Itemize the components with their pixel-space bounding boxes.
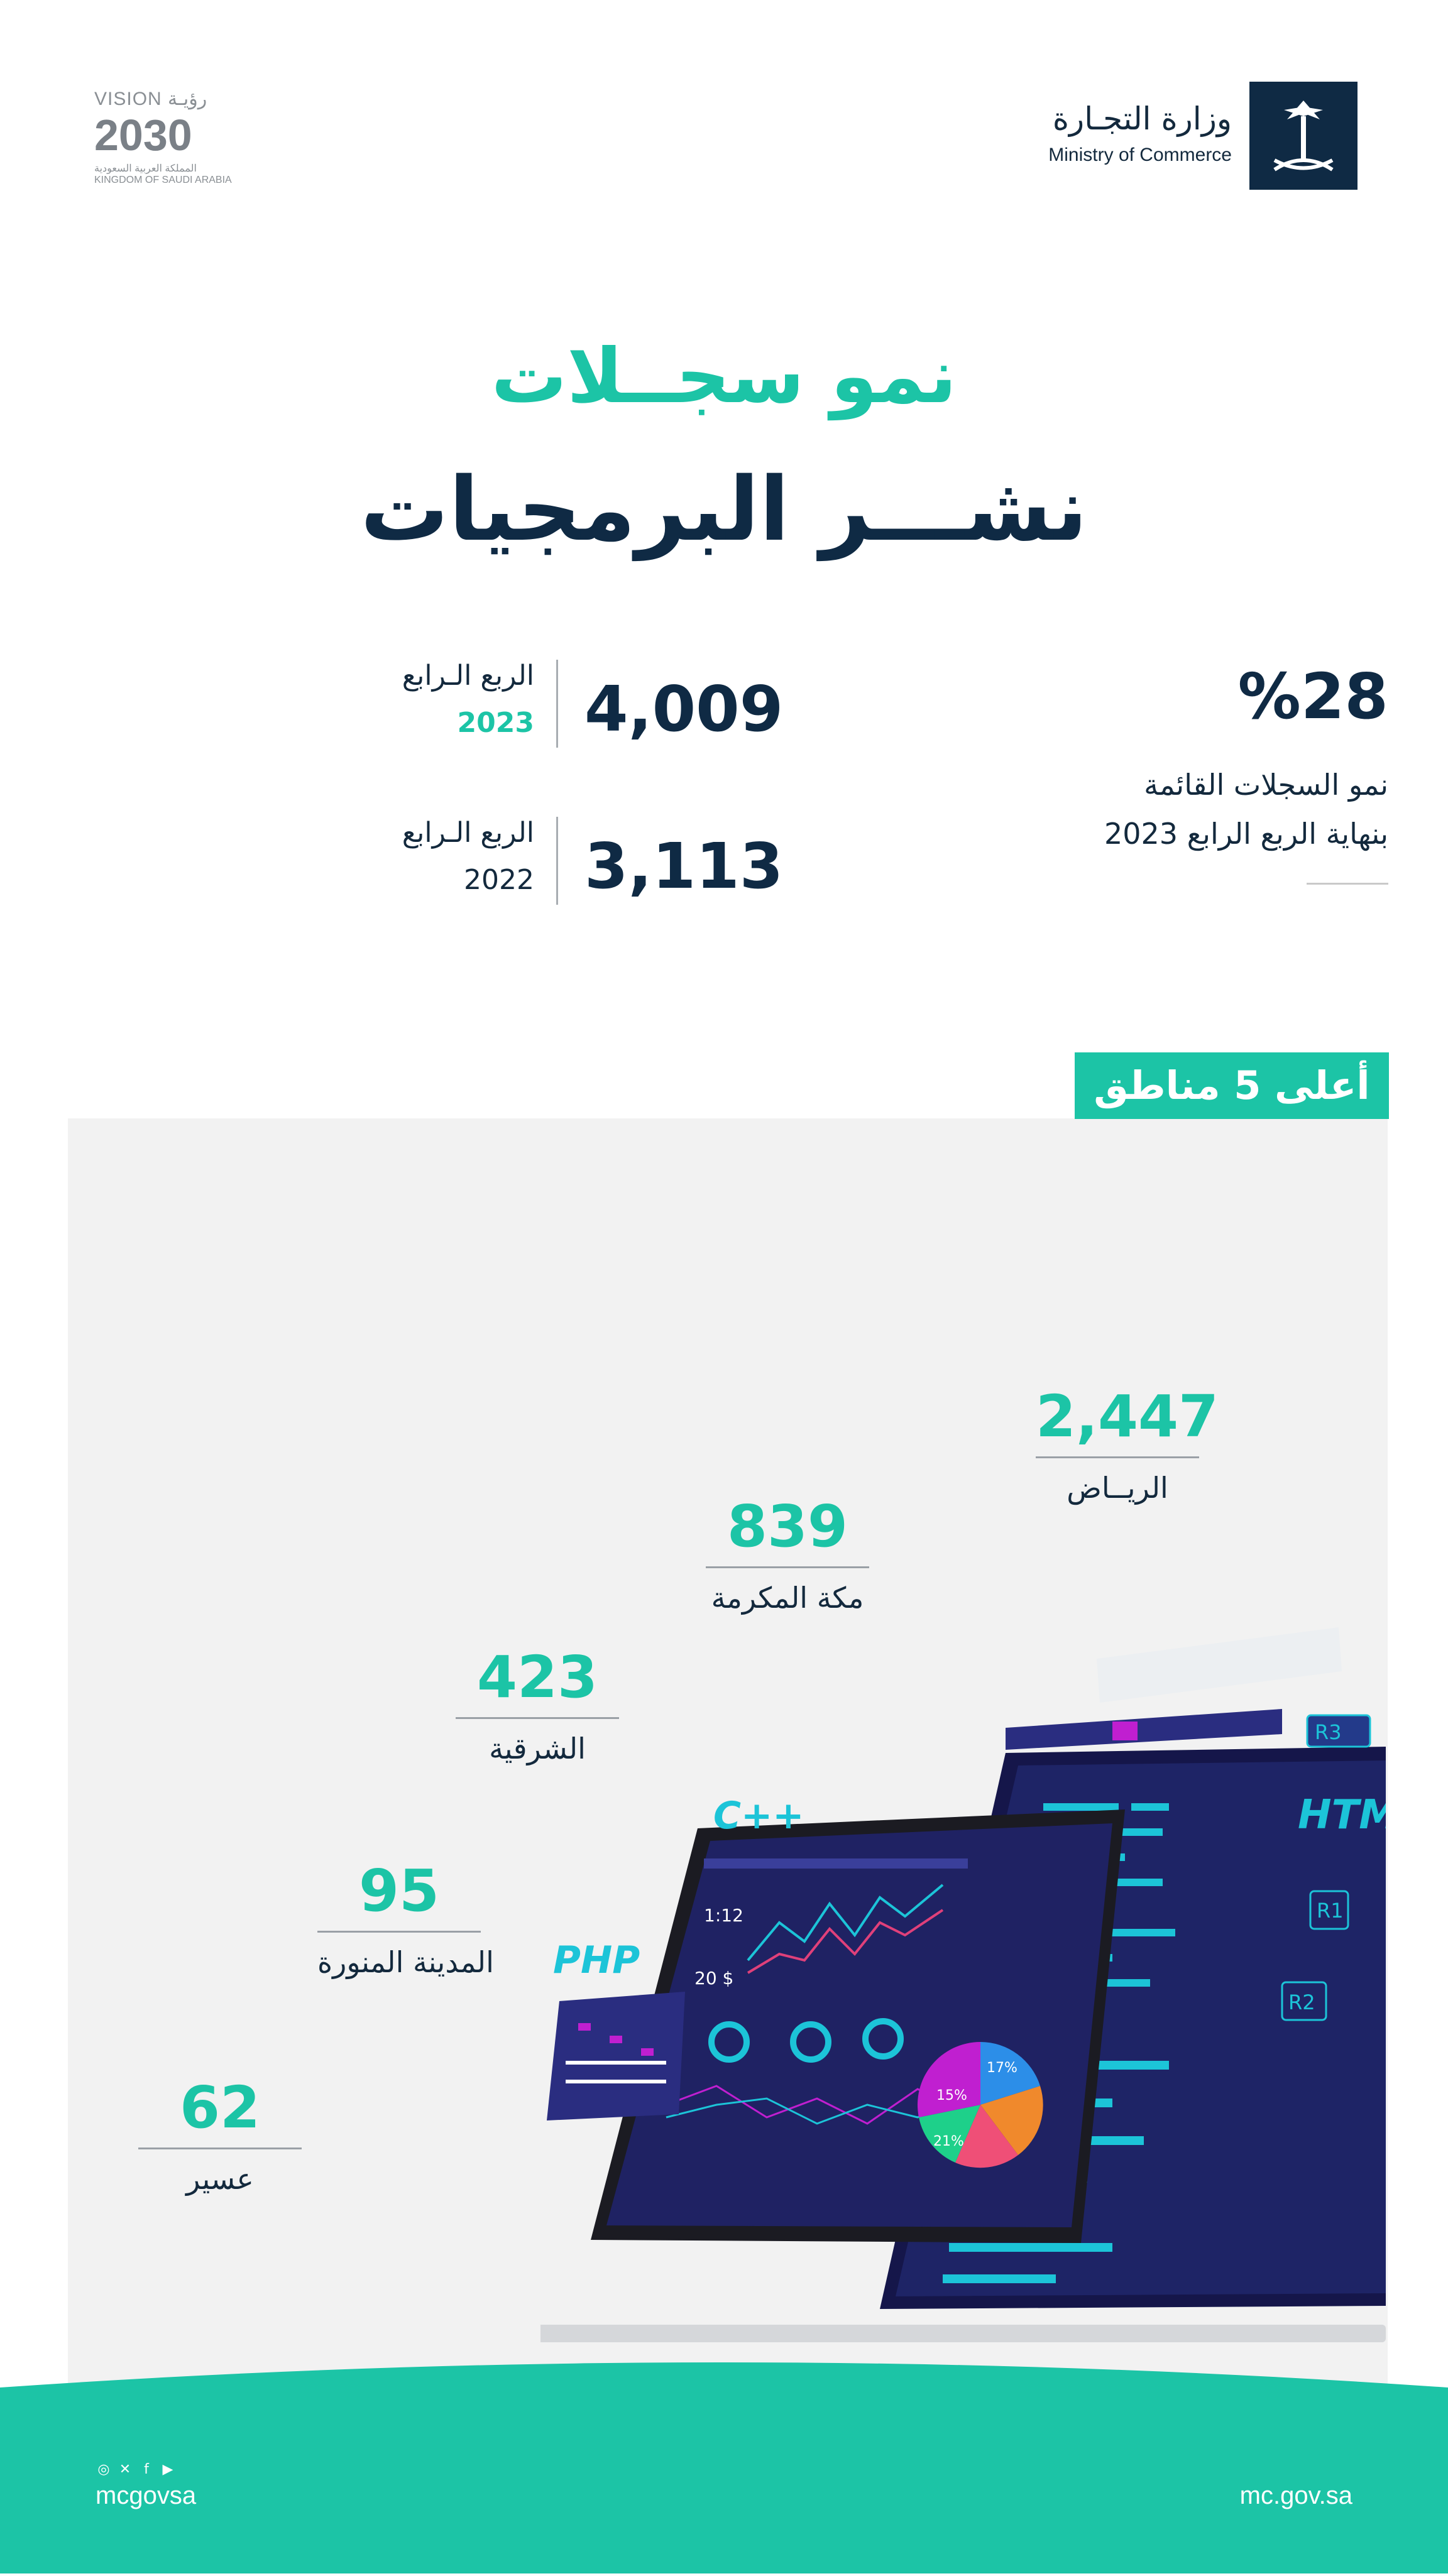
region-name: الريــاض bbox=[1067, 1471, 1168, 1505]
ministry-name-en: Ministry of Commerce bbox=[1048, 145, 1232, 165]
stat-value: 4,009 bbox=[584, 672, 784, 746]
growth-description: نمو السجلات القائمة بنهاية الربع الرابع … bbox=[948, 760, 1388, 858]
php-label: PHP bbox=[553, 1938, 640, 1982]
footer-wave bbox=[0, 2362, 1448, 2573]
region-riyadh: 2,447 الريــاض bbox=[1036, 1382, 1219, 1505]
growth-divider bbox=[1307, 883, 1388, 885]
region-value: 839 bbox=[727, 1493, 848, 1560]
page-title-line-2: نشـــر البرمجيات bbox=[360, 459, 1088, 561]
region-divider bbox=[1036, 1456, 1199, 1458]
growth-desc-line-2: بنهاية الربع الرابع 2023 bbox=[1104, 817, 1388, 851]
vision-2030-logo: VISION رؤيـة 2030 المملكة العربية السعود… bbox=[94, 88, 239, 185]
cpp-label: C++ bbox=[713, 1794, 804, 1838]
pie-label-15: 15% bbox=[936, 2088, 967, 2104]
stat-quarter: الربع الـرابع bbox=[402, 660, 534, 692]
growth-percent: %28 bbox=[1237, 660, 1388, 733]
region-value: 423 bbox=[476, 1644, 598, 1711]
ministry-name-ar: وزارة التجـارة bbox=[1052, 101, 1232, 137]
region-divider bbox=[456, 1717, 619, 1719]
vision-sub-ar: المملكة العربية السعودية bbox=[94, 163, 197, 174]
vision-subtitle: المملكة العربية السعودية KINGDOM OF SAUD… bbox=[94, 162, 232, 186]
region-value: 62 bbox=[179, 2074, 261, 2141]
laptop-tablet-illustration: HTML R1 R2 R3 1:12 20 $ bbox=[283, 1621, 1425, 2350]
facebook-icon[interactable]: f bbox=[144, 2462, 149, 2477]
region-name: مكة المكرمة bbox=[711, 1581, 864, 1615]
region-value: 2,447 bbox=[1036, 1383, 1219, 1450]
region-value: 95 bbox=[358, 1857, 440, 1924]
vision-sub-en: KINGDOM OF SAUDI ARABIA bbox=[94, 175, 232, 185]
stat-row-2023: الربع الـرابع 2023 4,009 bbox=[371, 660, 783, 748]
stat-value: 3,113 bbox=[584, 829, 784, 903]
stat-divider bbox=[556, 817, 558, 905]
page-title-line-1: نمو سجــلات bbox=[491, 333, 957, 420]
region-name: الشرقية bbox=[489, 1732, 586, 1766]
region-divider bbox=[706, 1566, 869, 1568]
pie-label-17: 17% bbox=[987, 2060, 1017, 2076]
region-asir: 62 عسير bbox=[138, 2073, 302, 2196]
region-makkah: 839 مكة المكرمة bbox=[706, 1492, 869, 1615]
website-link[interactable]: mc.gov.sa bbox=[1239, 2482, 1352, 2509]
region-madinah: 95 المدينة المنورة bbox=[317, 1857, 494, 1979]
r3-label: R3 bbox=[1315, 1720, 1342, 1744]
html-label: HTML bbox=[1298, 1792, 1386, 1838]
r1-label: R1 bbox=[1317, 1899, 1344, 1923]
region-name: المدينة المنورة bbox=[317, 1945, 494, 1979]
stat-year: 2022 bbox=[464, 864, 534, 896]
vision-year: 2030 bbox=[94, 111, 192, 160]
youtube-icon[interactable]: ▶ bbox=[162, 2462, 173, 2477]
ministry-logo: وزارة التجـارة Ministry of Commerce bbox=[1043, 82, 1358, 195]
region-divider bbox=[138, 2148, 302, 2149]
palm-swords-emblem-icon bbox=[1249, 82, 1358, 190]
stat-year: 2023 bbox=[457, 707, 534, 739]
growth-desc-line-1: نمو السجلات القائمة bbox=[1144, 768, 1388, 802]
regions-title: أعلى 5 مناطق bbox=[1075, 1052, 1389, 1119]
region-divider bbox=[317, 1931, 481, 1933]
vision-label: VISION رؤيـة bbox=[94, 89, 207, 109]
r2-label: R2 bbox=[1288, 1990, 1315, 2014]
region-name: عسير bbox=[186, 2162, 254, 2196]
instagram-icon[interactable]: ◎ bbox=[97, 2462, 110, 2477]
social-handle[interactable]: mcgovsa bbox=[96, 2482, 197, 2509]
tablet-time: 1:12 bbox=[704, 1905, 743, 1926]
pie-label-21: 21% bbox=[933, 2134, 964, 2149]
stat-quarter: الربع الـرابع bbox=[402, 817, 534, 849]
stat-divider bbox=[556, 660, 558, 748]
region-eastern: 423 الشرقية bbox=[456, 1643, 619, 1766]
social-icons: ◎ ✕ f ▶ bbox=[96, 2462, 176, 2478]
x-icon[interactable]: ✕ bbox=[119, 2462, 131, 2477]
stat-row-2022: الربع الـرابع 2022 3,113 bbox=[371, 817, 783, 905]
tablet-price: 20 $ bbox=[694, 1968, 733, 1989]
